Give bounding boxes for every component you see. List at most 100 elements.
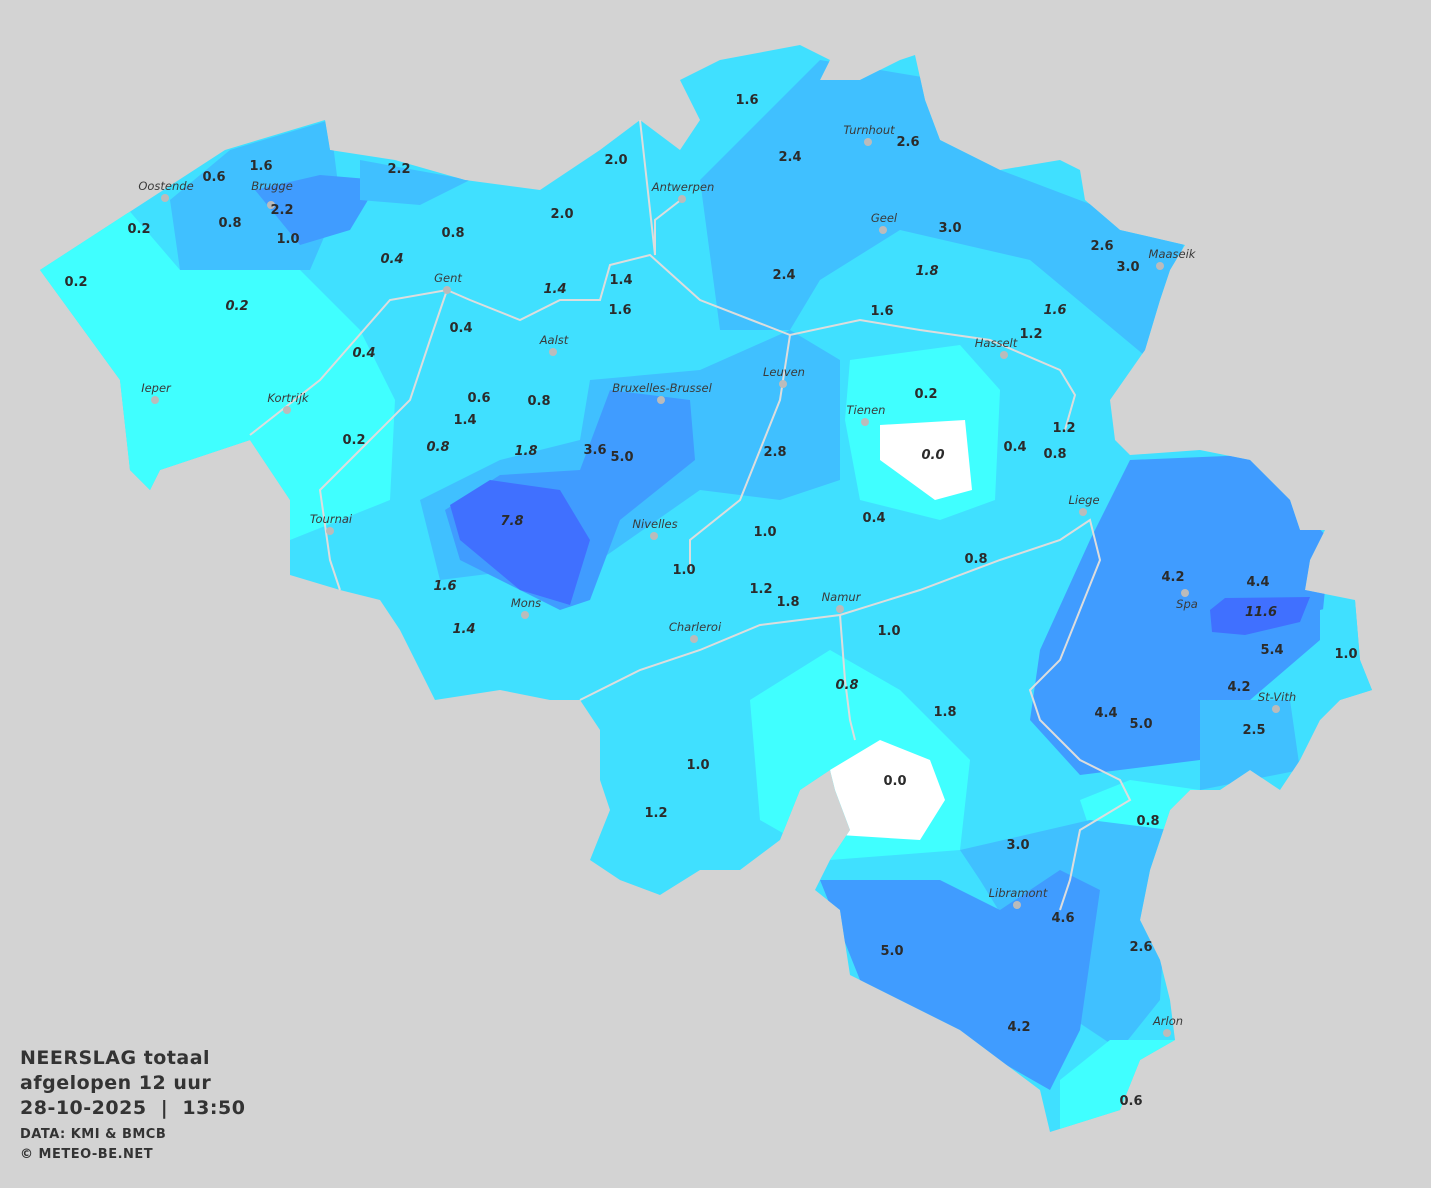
city-label: Tournai [310, 512, 353, 526]
precip-value: 0.8 [441, 226, 464, 241]
precip-value: 1.4 [453, 413, 476, 428]
city-dot [657, 396, 665, 404]
city-label: Mons [511, 596, 541, 610]
precip-value: 11.6 [1245, 605, 1277, 620]
city-label: Aalst [539, 333, 569, 347]
city-dot [836, 605, 844, 613]
city-dot [1272, 705, 1280, 713]
city-dot [1181, 589, 1189, 597]
precip-zone [830, 740, 945, 840]
city-label: Geel [871, 211, 898, 225]
city-label: Leuven [763, 365, 805, 379]
city-label: Nivelles [632, 517, 677, 531]
precip-value: 2.6 [1090, 239, 1113, 254]
city-dot [549, 348, 557, 356]
precip-value: 1.0 [753, 525, 776, 540]
precip-value: 5.4 [1260, 643, 1283, 658]
city-dot [650, 532, 658, 540]
precip-value: 2.2 [270, 203, 293, 218]
river-line [689, 334, 791, 570]
precip-value: 1.4 [609, 273, 632, 288]
precip-value: 1.4 [452, 622, 475, 637]
city-label: Arlon [1152, 1014, 1183, 1028]
rivers [249, 119, 1132, 911]
city-dot [283, 406, 291, 414]
city-dot [879, 226, 887, 234]
city-label: Liege [1068, 493, 1099, 507]
precip-value: 4.2 [1007, 1020, 1030, 1035]
city-label: Antwerpen [651, 180, 715, 194]
city-dot [861, 418, 869, 426]
city-dot [678, 195, 686, 203]
precip-value: 1.6 [433, 579, 456, 594]
precip-value: 0.8 [964, 552, 987, 567]
precip-value: 3.0 [1006, 838, 1029, 853]
precipitation-values: 1.6 2.4 2.6 2.0 2.0 1.6 0.6 2.2 2.2 0.2 0.8 1.0 0.8 0… [64, 93, 1357, 1109]
city-label: Charleroi [669, 620, 722, 634]
precip-value: 1.0 [672, 563, 695, 578]
precip-value: 0.8 [426, 440, 449, 455]
precip-value: 4.4 [1246, 575, 1269, 590]
city-label: Hasselt [975, 336, 1018, 350]
city-label: Spa [1176, 597, 1198, 611]
city-label: Libramont [989, 886, 1048, 900]
precip-value: 1.8 [514, 444, 537, 459]
city-label: Maaseik [1149, 247, 1197, 261]
precip-value: 7.8 [500, 514, 523, 529]
precip-value: 0.8 [527, 394, 550, 409]
precip-value: 0.2 [342, 433, 365, 448]
city-label: Turnhout [843, 123, 895, 137]
city-dot [267, 201, 275, 209]
precip-value: 0.4 [862, 511, 885, 526]
precip-value: 1.0 [276, 232, 299, 247]
city-dot [151, 396, 159, 404]
city-label: St-Vith [1258, 690, 1296, 704]
precip-value: 0.2 [127, 222, 150, 237]
precip-value: 0.4 [380, 252, 403, 267]
city-dot [779, 380, 787, 388]
city-dot [1000, 351, 1008, 359]
precip-value: 0.8 [218, 216, 241, 231]
city-label: Ieper [141, 381, 172, 395]
precip-value: 2.2 [387, 162, 410, 177]
city-label: Oostende [138, 179, 193, 193]
precip-value: 0.8 [1043, 447, 1066, 462]
precip-value: 0.6 [1119, 1094, 1142, 1109]
precip-value: 2.0 [550, 207, 573, 222]
precip-value: 3.0 [1116, 260, 1139, 275]
precip-value: 1.4 [543, 282, 566, 297]
precip-value: 1.2 [1052, 421, 1075, 436]
legend-copyright: © METEO-BE.NET [20, 1147, 154, 1162]
precip-value: 0.6 [202, 170, 225, 185]
city-dot [864, 138, 872, 146]
precip-zone [1030, 455, 1330, 775]
precip-value: 2.5 [1242, 723, 1265, 738]
legend-datetime: 28-10-2025 | 13:50 [20, 1097, 246, 1119]
river-line [249, 253, 1077, 436]
precip-value: 4.4 [1094, 706, 1117, 721]
precip-value: 2.4 [772, 268, 795, 283]
precip-value: 4.2 [1161, 570, 1184, 585]
precip-value: 1.2 [1019, 327, 1042, 342]
precip-value: 2.6 [1129, 940, 1152, 955]
precip-value: 1.6 [735, 93, 758, 108]
precip-value: 5.0 [1129, 717, 1152, 732]
precip-value: 3.0 [938, 221, 961, 236]
precip-zone [1210, 597, 1310, 635]
legend-period: afgelopen 12 uur [20, 1072, 212, 1094]
river-line [839, 614, 856, 741]
precip-value: 1.8 [933, 705, 956, 720]
precip-value: 1.0 [1334, 647, 1357, 662]
precip-zone [255, 175, 380, 245]
river-line [639, 119, 683, 256]
precip-value: 2.4 [778, 150, 801, 165]
precip-value: 3.6 [583, 443, 606, 458]
city-label: Namur [822, 590, 862, 604]
city-dot [326, 527, 334, 535]
river-line [579, 518, 1132, 911]
precip-value: 1.2 [644, 806, 667, 821]
precip-value: 1.6 [870, 304, 893, 319]
city-label: Tienen [847, 403, 886, 417]
precip-value: 0.0 [883, 774, 906, 789]
